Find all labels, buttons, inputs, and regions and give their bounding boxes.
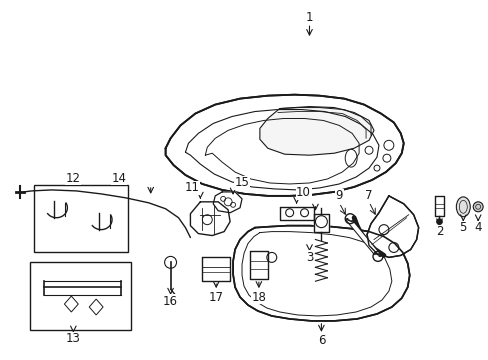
Text: 12: 12 bbox=[66, 171, 81, 185]
Text: 8: 8 bbox=[303, 189, 310, 202]
Polygon shape bbox=[213, 192, 242, 213]
Bar bbox=[34, 185, 128, 252]
Text: 18: 18 bbox=[251, 291, 266, 303]
Polygon shape bbox=[190, 202, 230, 235]
Polygon shape bbox=[202, 257, 230, 281]
Polygon shape bbox=[434, 196, 444, 216]
Polygon shape bbox=[346, 220, 379, 255]
Ellipse shape bbox=[455, 197, 469, 217]
Text: 16: 16 bbox=[163, 294, 178, 307]
Text: 15: 15 bbox=[234, 176, 249, 189]
Text: 7: 7 bbox=[365, 189, 372, 202]
Text: 5: 5 bbox=[459, 221, 466, 234]
Text: 2: 2 bbox=[435, 225, 442, 238]
Text: 10: 10 bbox=[296, 186, 310, 199]
Text: 6: 6 bbox=[317, 334, 325, 347]
Polygon shape bbox=[279, 207, 314, 220]
Circle shape bbox=[472, 202, 482, 212]
Polygon shape bbox=[314, 214, 328, 231]
Text: 14: 14 bbox=[111, 171, 126, 185]
Text: 17: 17 bbox=[208, 291, 224, 303]
Text: 9: 9 bbox=[335, 189, 342, 202]
Polygon shape bbox=[249, 251, 267, 279]
Circle shape bbox=[436, 219, 442, 225]
Polygon shape bbox=[165, 95, 403, 196]
Text: 3: 3 bbox=[305, 251, 312, 264]
Polygon shape bbox=[366, 196, 418, 257]
Polygon shape bbox=[233, 226, 409, 321]
Text: 4: 4 bbox=[473, 221, 481, 234]
Text: 11: 11 bbox=[184, 181, 200, 194]
Polygon shape bbox=[259, 107, 373, 155]
Bar bbox=[30, 262, 131, 330]
Text: 13: 13 bbox=[66, 332, 81, 345]
Text: 1: 1 bbox=[305, 11, 313, 24]
